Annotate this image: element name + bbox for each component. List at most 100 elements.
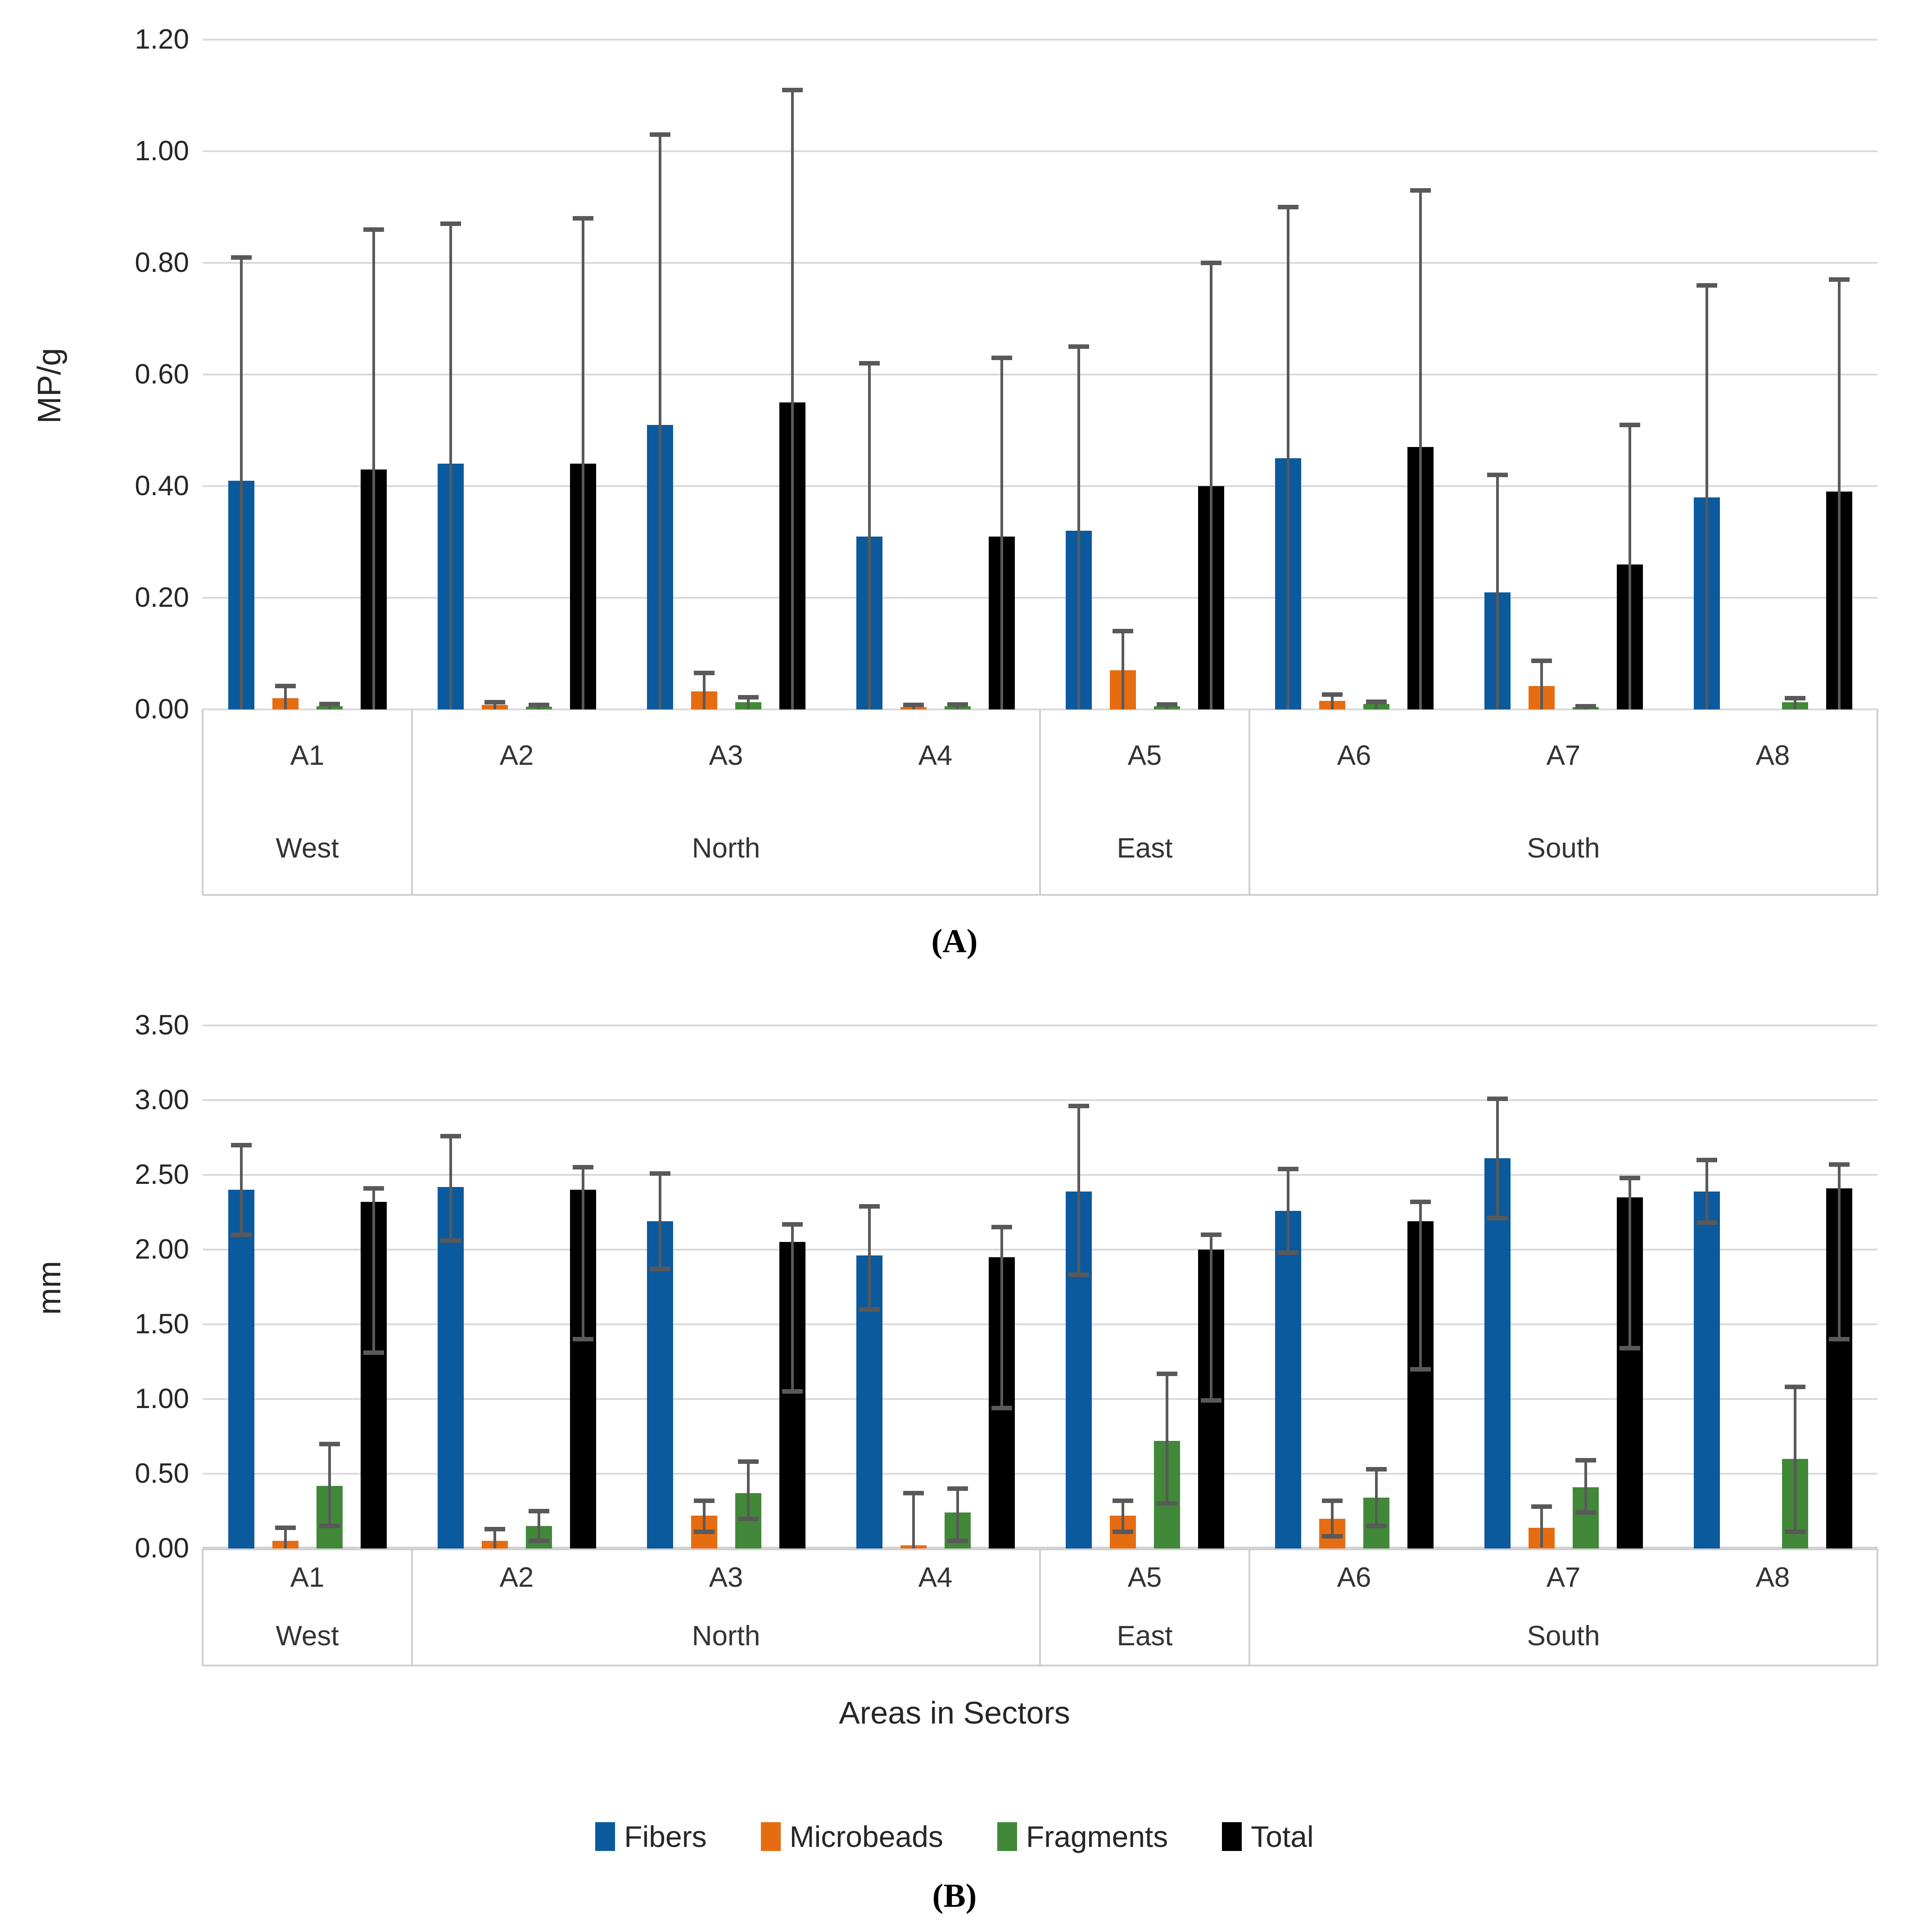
sector-label-west: West bbox=[276, 1621, 339, 1652]
error-cap-top bbox=[484, 700, 505, 704]
error-bar-fragments-A6 bbox=[1375, 1469, 1378, 1526]
error-cap-top bbox=[1575, 704, 1596, 709]
x-area-label-a4: A4 bbox=[918, 740, 953, 771]
error-cap-bottom bbox=[1156, 1501, 1177, 1506]
sector-label-west: West bbox=[276, 833, 339, 864]
y-tick-label: 0.00 bbox=[135, 694, 189, 725]
error-bar-fibers-A5 bbox=[1077, 1106, 1080, 1275]
error-bar-fibers-A1 bbox=[240, 257, 243, 709]
error-bar-fibers-A6 bbox=[1286, 1169, 1289, 1253]
x-area-label-a1: A1 bbox=[290, 740, 325, 771]
y-tick-label: 1.00 bbox=[135, 135, 189, 167]
axis-divider bbox=[1877, 709, 1878, 895]
error-bar-fragments-A2 bbox=[537, 1511, 540, 1541]
x-area-label-a6: A6 bbox=[1337, 740, 1371, 771]
error-cap-top bbox=[1575, 1458, 1596, 1463]
error-cap-bottom bbox=[319, 1524, 340, 1529]
error-cap-bottom bbox=[528, 1539, 549, 1544]
error-bar-total-A2 bbox=[581, 218, 584, 709]
error-bar-fibers-A1 bbox=[240, 1145, 243, 1235]
error-bar-fragments-A8 bbox=[1793, 698, 1796, 709]
error-bar-total-A1 bbox=[372, 1188, 375, 1353]
error-cap-top bbox=[859, 361, 880, 366]
error-bar-microbeads-A3 bbox=[702, 1500, 706, 1532]
error-cap-bottom bbox=[1784, 1530, 1805, 1535]
error-cap-top bbox=[1277, 205, 1298, 209]
total-swatch-icon bbox=[1222, 1822, 1242, 1851]
error-bar-total-A1 bbox=[372, 229, 375, 709]
error-cap-bottom bbox=[991, 1405, 1012, 1410]
error-cap-bottom bbox=[947, 1539, 968, 1544]
error-cap-top bbox=[1828, 277, 1850, 282]
error-cap-top bbox=[1784, 696, 1805, 701]
error-cap-top bbox=[1784, 1385, 1805, 1390]
error-bar-fibers-A5 bbox=[1077, 347, 1080, 709]
error-bar-fibers-A8 bbox=[1705, 1160, 1708, 1223]
error-bar-microbeads-A6 bbox=[1330, 694, 1334, 709]
error-cap-top bbox=[275, 1525, 296, 1530]
error-bar-total-A6 bbox=[1419, 1201, 1422, 1369]
error-cap-top bbox=[319, 701, 340, 706]
error-cap-top bbox=[1156, 702, 1177, 707]
error-cap-top bbox=[1068, 344, 1089, 349]
gridline bbox=[203, 39, 1877, 41]
error-cap-top bbox=[782, 87, 803, 92]
error-cap-bottom bbox=[1321, 1534, 1343, 1539]
x-area-label-a2: A2 bbox=[499, 740, 534, 771]
error-bar-total-A3 bbox=[791, 1224, 794, 1392]
error-bar-microbeads-A1 bbox=[284, 1527, 287, 1548]
y-tick-label: 2.50 bbox=[135, 1159, 189, 1190]
x-area-label-a1: A1 bbox=[290, 1562, 325, 1593]
error-cap-bottom bbox=[649, 1267, 670, 1272]
error-cap-top bbox=[947, 702, 968, 707]
error-cap-bottom bbox=[693, 1530, 715, 1535]
legend-item-fibers: Fibers bbox=[595, 1822, 707, 1851]
error-cap-top bbox=[275, 683, 296, 688]
error-cap-top bbox=[363, 227, 384, 232]
y-tick-label: 0.50 bbox=[135, 1458, 189, 1489]
error-bar-fibers-A4 bbox=[868, 363, 871, 709]
x-area-label-a5: A5 bbox=[1127, 740, 1162, 771]
error-bar-fragments-A8 bbox=[1793, 1387, 1796, 1532]
error-bar-microbeads-A4 bbox=[912, 1493, 915, 1548]
y-axis-title-a: MP/g bbox=[32, 348, 68, 424]
error-cap-top bbox=[991, 1225, 1012, 1230]
error-cap-bottom bbox=[737, 1516, 759, 1521]
x-area-label-a2: A2 bbox=[499, 1562, 534, 1593]
x-area-label-a7: A7 bbox=[1546, 1562, 1581, 1593]
gridline bbox=[203, 1174, 1877, 1176]
microbeads-swatch-icon bbox=[760, 1822, 781, 1851]
error-bar-total-A8 bbox=[1837, 280, 1841, 709]
error-bar-total-A2 bbox=[581, 1167, 584, 1340]
error-cap-top bbox=[903, 703, 924, 708]
error-cap-top bbox=[737, 695, 759, 700]
error-cap-bottom bbox=[231, 1232, 252, 1237]
error-cap-top bbox=[649, 1171, 670, 1176]
error-cap-bottom bbox=[1619, 1346, 1640, 1351]
error-cap-top bbox=[1277, 1166, 1298, 1171]
error-bar-fibers-A2 bbox=[449, 224, 452, 709]
error-bar-fragments-A1 bbox=[328, 1444, 331, 1526]
error-bar-fibers-A4 bbox=[868, 1206, 871, 1309]
fibers-swatch-icon bbox=[595, 1822, 615, 1851]
error-cap-top bbox=[528, 1509, 549, 1513]
error-cap-top bbox=[1619, 422, 1640, 427]
error-cap-top bbox=[649, 132, 670, 137]
error-cap-top bbox=[1487, 473, 1508, 478]
error-cap-top bbox=[528, 703, 549, 708]
bar-fibers-A6 bbox=[1275, 1210, 1301, 1548]
bar-fibers-A7 bbox=[1484, 1158, 1511, 1548]
error-cap-top bbox=[903, 1491, 924, 1496]
error-bar-total-A5 bbox=[1209, 1234, 1212, 1401]
error-cap-top bbox=[1156, 1371, 1177, 1376]
error-bar-fragments-A3 bbox=[746, 697, 750, 709]
error-cap-bottom bbox=[1696, 1220, 1717, 1225]
error-bar-fragments-A5 bbox=[1165, 704, 1168, 709]
gridline bbox=[203, 1473, 1877, 1475]
axis-divider bbox=[202, 709, 204, 895]
error-cap-top bbox=[231, 255, 252, 260]
error-cap-top bbox=[1112, 629, 1133, 634]
error-bar-fragments-A4 bbox=[956, 1489, 959, 1541]
sector-label-south: South bbox=[1527, 833, 1600, 864]
axis-divider bbox=[1039, 709, 1041, 895]
